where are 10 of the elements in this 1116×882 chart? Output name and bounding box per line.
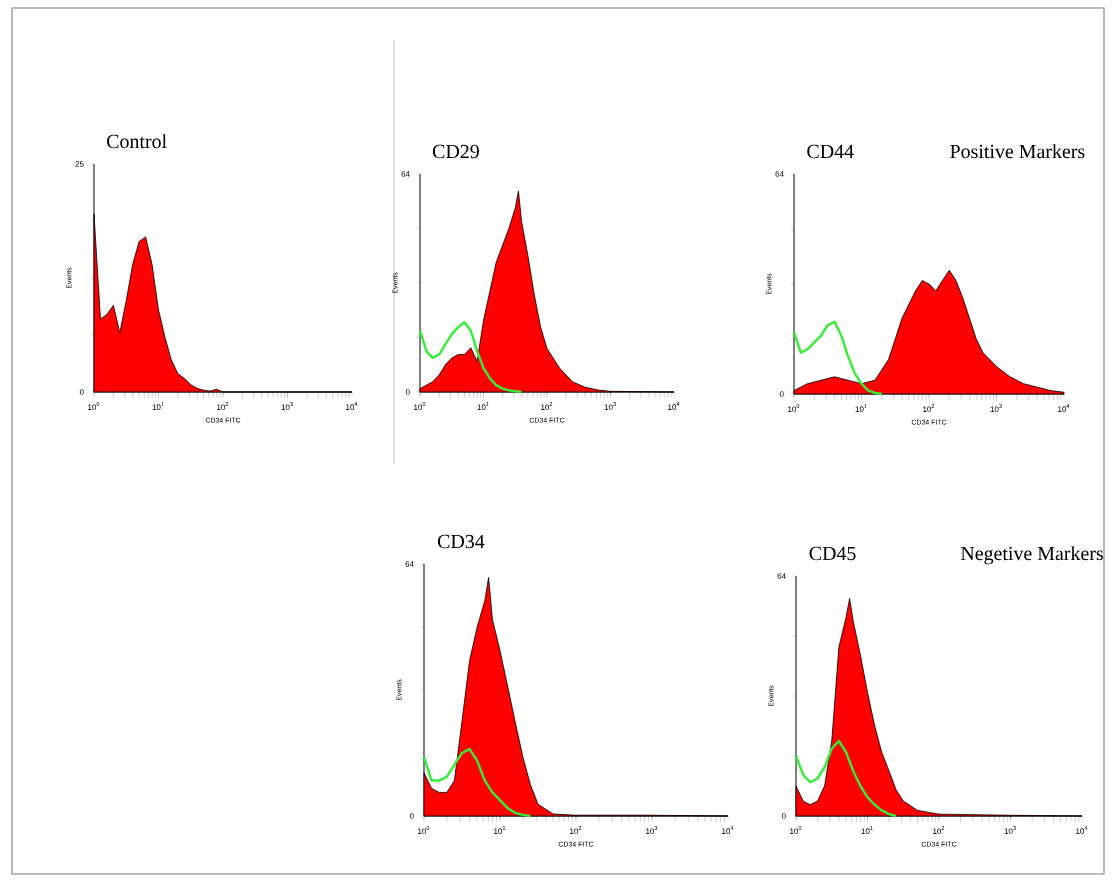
text: Negetive Markers bbox=[960, 546, 1103, 565]
line-series bbox=[794, 739, 898, 818]
chart-title: CD45 bbox=[809, 546, 856, 561]
line-series bbox=[792, 320, 884, 396]
text: Positive Markers bbox=[950, 144, 1085, 159]
chart-title: Control bbox=[107, 134, 167, 149]
chart-title: CD29 bbox=[432, 144, 479, 159]
line-series bbox=[418, 320, 523, 394]
chart-title: CD34 bbox=[437, 534, 485, 549]
chart-title: CD44 bbox=[807, 144, 854, 159]
